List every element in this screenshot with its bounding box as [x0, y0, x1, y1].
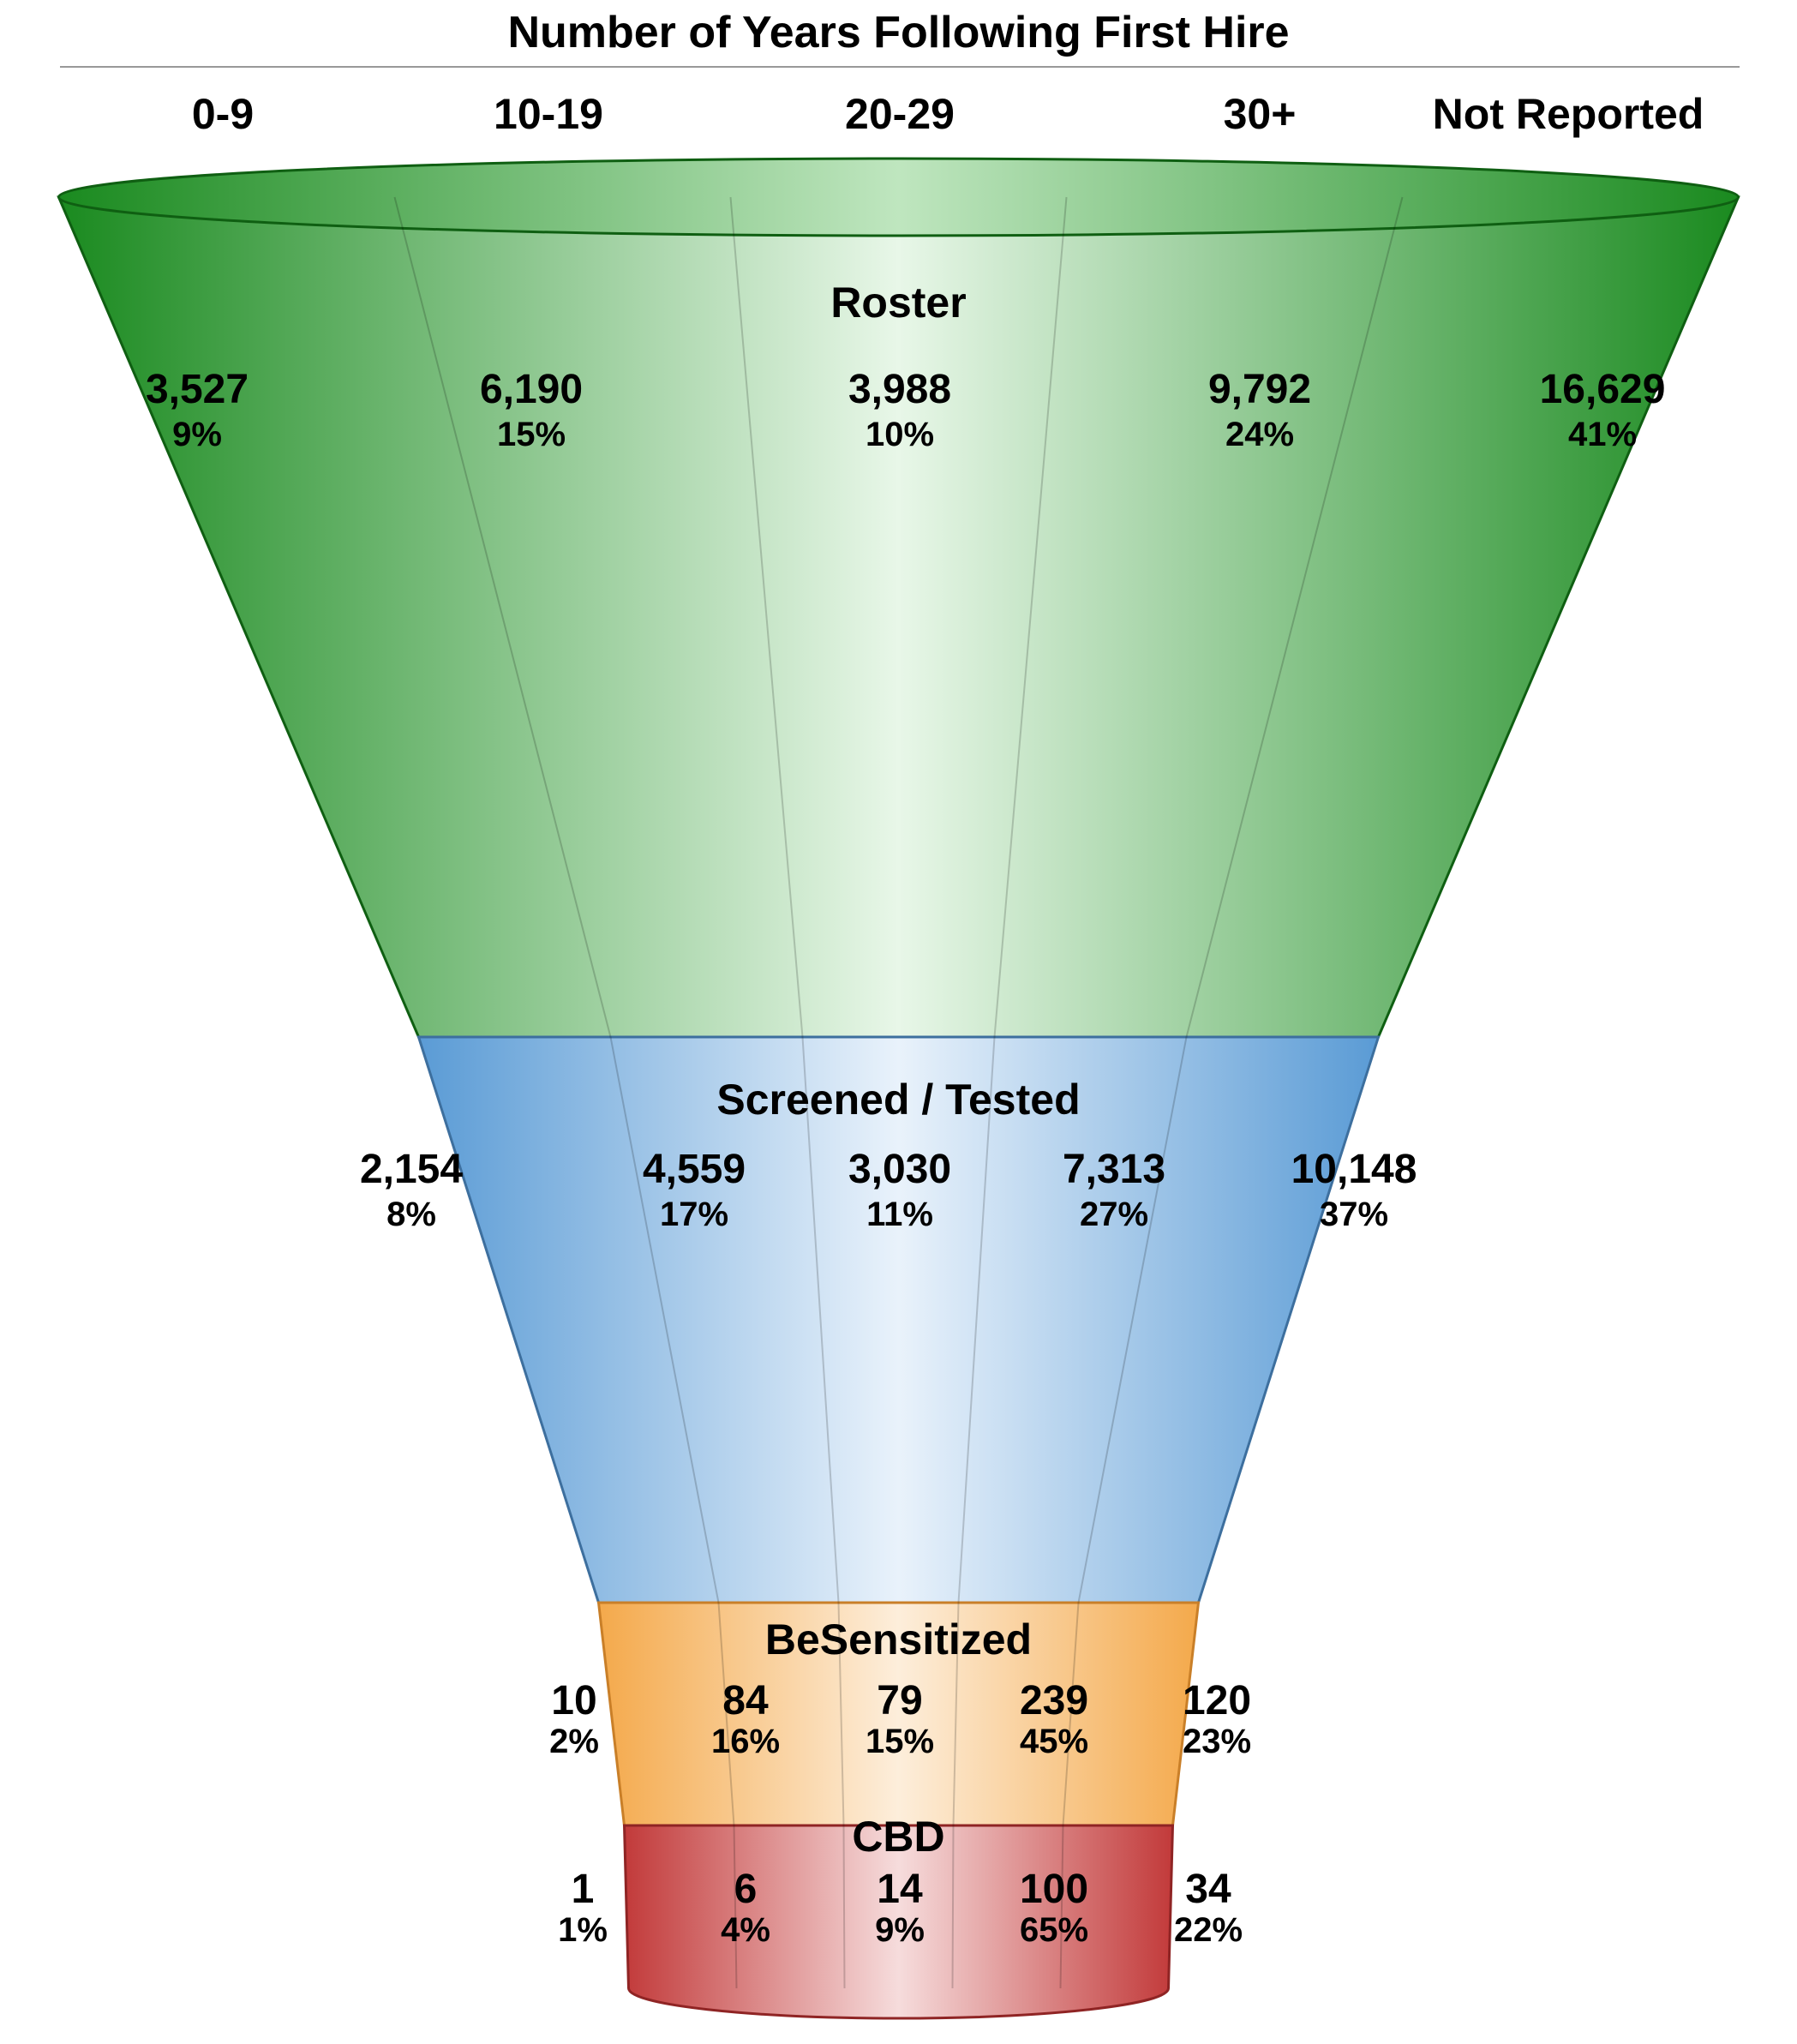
column-header-4: Not Reported — [1433, 90, 1704, 138]
segment-3-value-0: 1 — [572, 1867, 595, 1912]
segment-2-pct-4: 23% — [1183, 1723, 1251, 1760]
column-header-0: 0-9 — [192, 90, 254, 138]
segment-2-pct-0: 2% — [549, 1723, 599, 1760]
segment-1-value-0: 2,154 — [360, 1147, 463, 1192]
segment-3-pct-4: 22% — [1174, 1911, 1243, 1949]
segment-2-pct-3: 45% — [1020, 1723, 1088, 1760]
segment-2-value-0: 10 — [551, 1678, 596, 1723]
segment-1-value-3: 7,313 — [1063, 1147, 1165, 1192]
segment-3-value-3: 100 — [1020, 1867, 1088, 1912]
segment-0-value-1: 6,190 — [480, 367, 583, 412]
segment-2-value-4: 120 — [1183, 1678, 1251, 1723]
segment-3-pct-3: 65% — [1020, 1911, 1088, 1949]
segment-3-value-1: 6 — [734, 1867, 758, 1912]
segment-2-value-2: 79 — [877, 1678, 922, 1723]
segment-label-0: Roster — [830, 279, 966, 327]
column-header-2: 20-29 — [845, 90, 955, 138]
segment-1-value-2: 3,030 — [848, 1147, 951, 1192]
segment-0-pct-4: 41% — [1568, 416, 1637, 453]
segment-0-pct-3: 24% — [1225, 416, 1294, 453]
segment-0-pct-1: 15% — [497, 416, 566, 453]
segment-0-pct-0: 9% — [172, 416, 222, 453]
segment-label-1: Screened / Tested — [716, 1076, 1080, 1124]
segment-label-3: CBD — [852, 1813, 944, 1861]
segment-2-pct-2: 15% — [866, 1723, 934, 1760]
segment-3-pct-1: 4% — [721, 1911, 770, 1949]
segment-2-pct-1: 16% — [711, 1723, 780, 1760]
segment-0-value-4: 16,629 — [1540, 367, 1666, 412]
segment-0-value-2: 3,988 — [848, 367, 951, 412]
column-header-3: 30+ — [1224, 90, 1297, 138]
segment-1-pct-4: 37% — [1320, 1196, 1388, 1233]
segment-1-pct-0: 8% — [386, 1196, 436, 1233]
funnel-top-rim — [59, 159, 1739, 236]
segment-1-pct-3: 27% — [1080, 1196, 1148, 1233]
segment-3-value-4: 34 — [1185, 1867, 1231, 1912]
segment-0-value-0: 3,527 — [146, 367, 249, 412]
segment-1-value-4: 10,148 — [1291, 1147, 1417, 1192]
segment-3-value-2: 14 — [877, 1867, 923, 1912]
chart-title: Number of Years Following First Hire — [507, 8, 1289, 57]
segment-2-value-1: 84 — [722, 1678, 769, 1723]
segment-3-pct-0: 1% — [558, 1911, 608, 1949]
segment-1-value-1: 4,559 — [643, 1147, 746, 1192]
segment-0-value-3: 9,792 — [1208, 367, 1311, 412]
segment-2-value-3: 239 — [1020, 1678, 1088, 1723]
segment-1-pct-2: 11% — [866, 1196, 933, 1233]
column-header-1: 10-19 — [494, 90, 603, 138]
segment-0-pct-2: 10% — [866, 416, 934, 453]
segment-label-2: BeSensitized — [765, 1615, 1032, 1663]
segment-3-pct-2: 9% — [875, 1911, 925, 1949]
segment-1-pct-1: 17% — [660, 1196, 728, 1233]
